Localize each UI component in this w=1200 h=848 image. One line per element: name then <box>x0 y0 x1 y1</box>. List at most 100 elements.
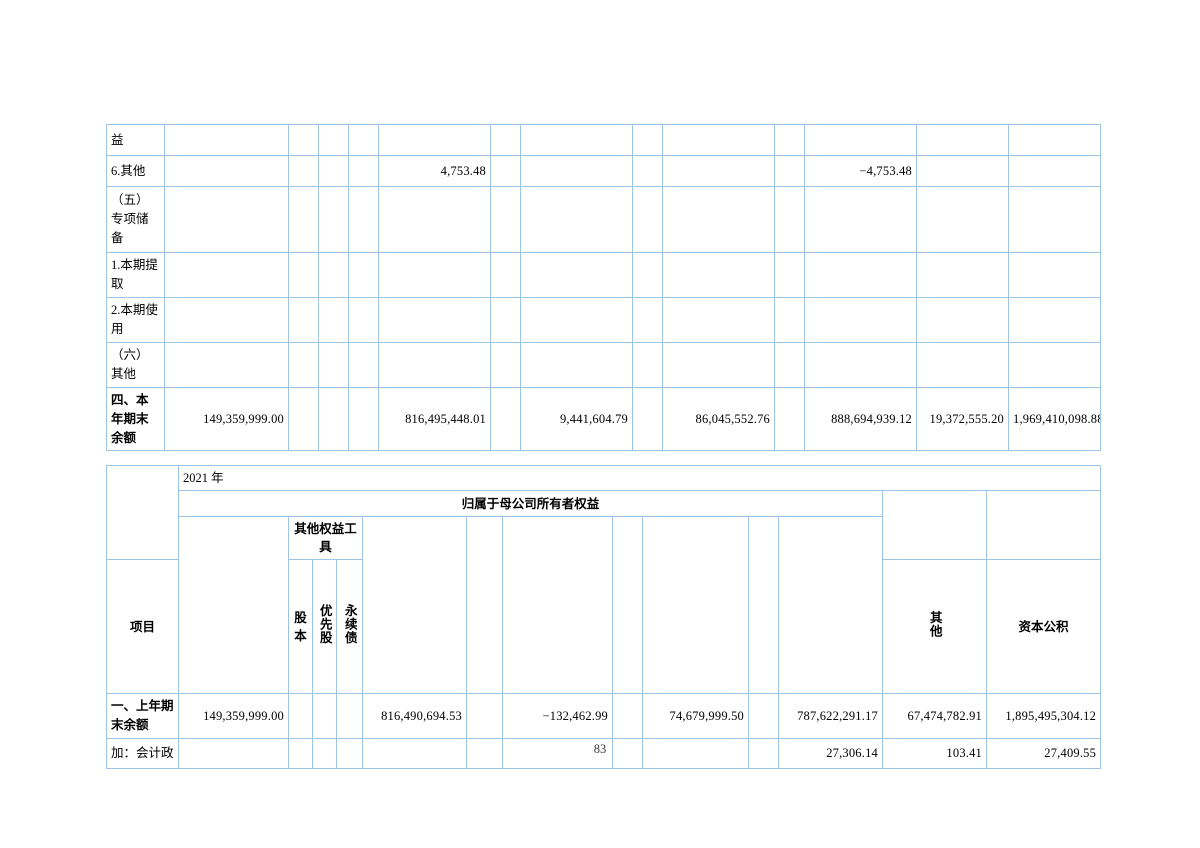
cell-perpetual <box>318 252 349 298</box>
cell-treasury <box>490 386 521 452</box>
header-col-share-capital: 股本 <box>288 559 313 695</box>
header-oci-spacer <box>502 516 613 695</box>
table-row: 6.其他 4,753.48 −4,753.48 <box>106 155 1101 187</box>
cell-capital-reserve <box>362 737 467 769</box>
cell-capital-reserve: 816,490,694.53 <box>362 693 467 739</box>
cell-other-instr <box>336 693 363 739</box>
cell-capital-reserve <box>378 297 491 343</box>
cell-perpetual <box>312 737 337 769</box>
cell-minority <box>916 297 1009 343</box>
cell-minority: 103.41 <box>882 737 987 769</box>
row-label: 2.本期使用 <box>106 297 165 343</box>
row-label: 四、本年期末余额 <box>106 386 165 452</box>
cell-retained: 888,694,939.12 <box>804 386 917 452</box>
cell-general-risk <box>774 155 805 187</box>
header-row-period: 2021 年 <box>106 464 1102 561</box>
cell-share-capital <box>178 737 289 769</box>
cell-retained <box>804 186 917 253</box>
cell-retained: −4,753.48 <box>804 155 917 187</box>
cell-retained <box>804 124 917 156</box>
cell-general-risk <box>774 297 805 343</box>
cell-other-instr <box>336 737 363 769</box>
row-label: 6.其他 <box>106 155 165 187</box>
table-row: （五）专项储备 <box>106 186 1101 253</box>
header-col-other-instr: 其他 <box>882 559 987 695</box>
cell-preferred <box>288 386 319 452</box>
table-row: 一、上年期末余额 149,359,999.00 816,490,694.53 −… <box>106 693 1102 739</box>
header-item-spacer <box>106 464 179 561</box>
header-row-parent-group: 归属于母公司所有者权益 <box>107 490 1102 561</box>
cell-treasury <box>490 297 521 343</box>
cell-preferred <box>288 737 313 769</box>
cell-special-reserve <box>612 737 643 769</box>
page-number: 83 <box>593 742 607 756</box>
cell-other-instr <box>348 252 379 298</box>
header-col-perpetual: 永续债 <box>336 559 363 695</box>
cell-preferred <box>288 252 319 298</box>
cell-oci <box>520 252 633 298</box>
header-share-capital-spacer <box>178 516 289 695</box>
cell-perpetual <box>318 155 349 187</box>
header-minority-spacer <box>882 490 987 561</box>
cell-perpetual <box>318 124 349 156</box>
cell-total-equity: 27,409.55 <box>985 737 1102 769</box>
cell-retained <box>804 252 917 298</box>
equity-change-table-2021: 2021 年 归属于母公司所有者权益 其他权益工具 <box>106 464 1102 769</box>
cell-perpetual <box>318 186 349 253</box>
header-col-item: 项目 <box>106 559 179 695</box>
cell-preferred <box>288 186 319 253</box>
cell-oci <box>520 342 633 388</box>
cell-surplus-reserve <box>662 124 775 156</box>
cell-retained: 787,622,291.17 <box>778 693 883 739</box>
cell-oci: 9,441,604.79 <box>520 386 633 452</box>
cell-preferred <box>288 342 319 388</box>
cell-general-risk <box>774 342 805 388</box>
row-label: （五）专项储备 <box>106 186 165 253</box>
cell-minority: 67,474,782.91 <box>882 693 987 739</box>
row-label: 加：会计政 <box>106 737 179 769</box>
cell-special-reserve <box>632 155 663 187</box>
row-label: （六）其他 <box>106 342 165 388</box>
cell-preferred <box>288 693 313 739</box>
cell-total-equity <box>1008 252 1101 298</box>
cell-capital-reserve <box>378 186 491 253</box>
header-period-label: 2021 年 <box>177 464 1102 492</box>
cell-total-equity <box>1008 297 1101 343</box>
cell-general-risk <box>774 186 805 253</box>
cell-other-instr <box>348 342 379 388</box>
cell-general-risk <box>774 252 805 298</box>
cell-total-equity <box>1008 155 1101 187</box>
header-col-perpetual-text: 永续债 <box>342 604 357 645</box>
cell-share-capital <box>164 252 289 298</box>
cell-special-reserve <box>632 186 663 253</box>
header-row-columns: 项目 股本 优先股 永续债 其他 资本公积 减：库存股 其他综合收益 专项储备 … <box>106 559 1102 695</box>
header-row-instrument-group: 其他权益工具 <box>107 516 1101 695</box>
cell-total-equity <box>1008 342 1101 388</box>
header-general-risk-spacer <box>748 516 779 695</box>
cell-special-reserve <box>632 297 663 343</box>
header-total-spacer <box>985 490 1102 561</box>
cell-preferred <box>288 155 319 187</box>
cell-total-equity <box>1008 186 1101 253</box>
cell-surplus-reserve <box>662 186 775 253</box>
table-body-top: 益 6.其他 4,753.48 <box>106 124 1101 452</box>
header-other-equity-instruments-label: 其他权益工具 <box>288 516 363 561</box>
row-label: 益 <box>106 124 165 156</box>
table-row-total: 四、本年期末余额 149,359,999.00 816,495,448.01 9… <box>106 386 1101 452</box>
cell-general-risk <box>774 124 805 156</box>
cell-surplus-reserve <box>662 155 775 187</box>
table-row: 加：会计政 27,306.14 103.41 27,409.55 <box>106 737 1102 769</box>
cell-other-instr <box>348 155 379 187</box>
cell-preferred <box>288 297 319 343</box>
cell-special-reserve <box>632 386 663 452</box>
cell-oci <box>520 297 633 343</box>
cell-treasury <box>490 252 521 298</box>
row-label: 1.本期提取 <box>106 252 165 298</box>
header-special-reserve-spacer <box>612 516 643 695</box>
header-parent-equity-label: 归属于母公司所有者权益 <box>178 490 883 518</box>
equity-change-table-continued: 益 6.其他 4,753.48 <box>106 124 1101 452</box>
cell-share-capital <box>164 155 289 187</box>
cell-capital-reserve <box>378 252 491 298</box>
cell-other-instr <box>348 186 379 253</box>
